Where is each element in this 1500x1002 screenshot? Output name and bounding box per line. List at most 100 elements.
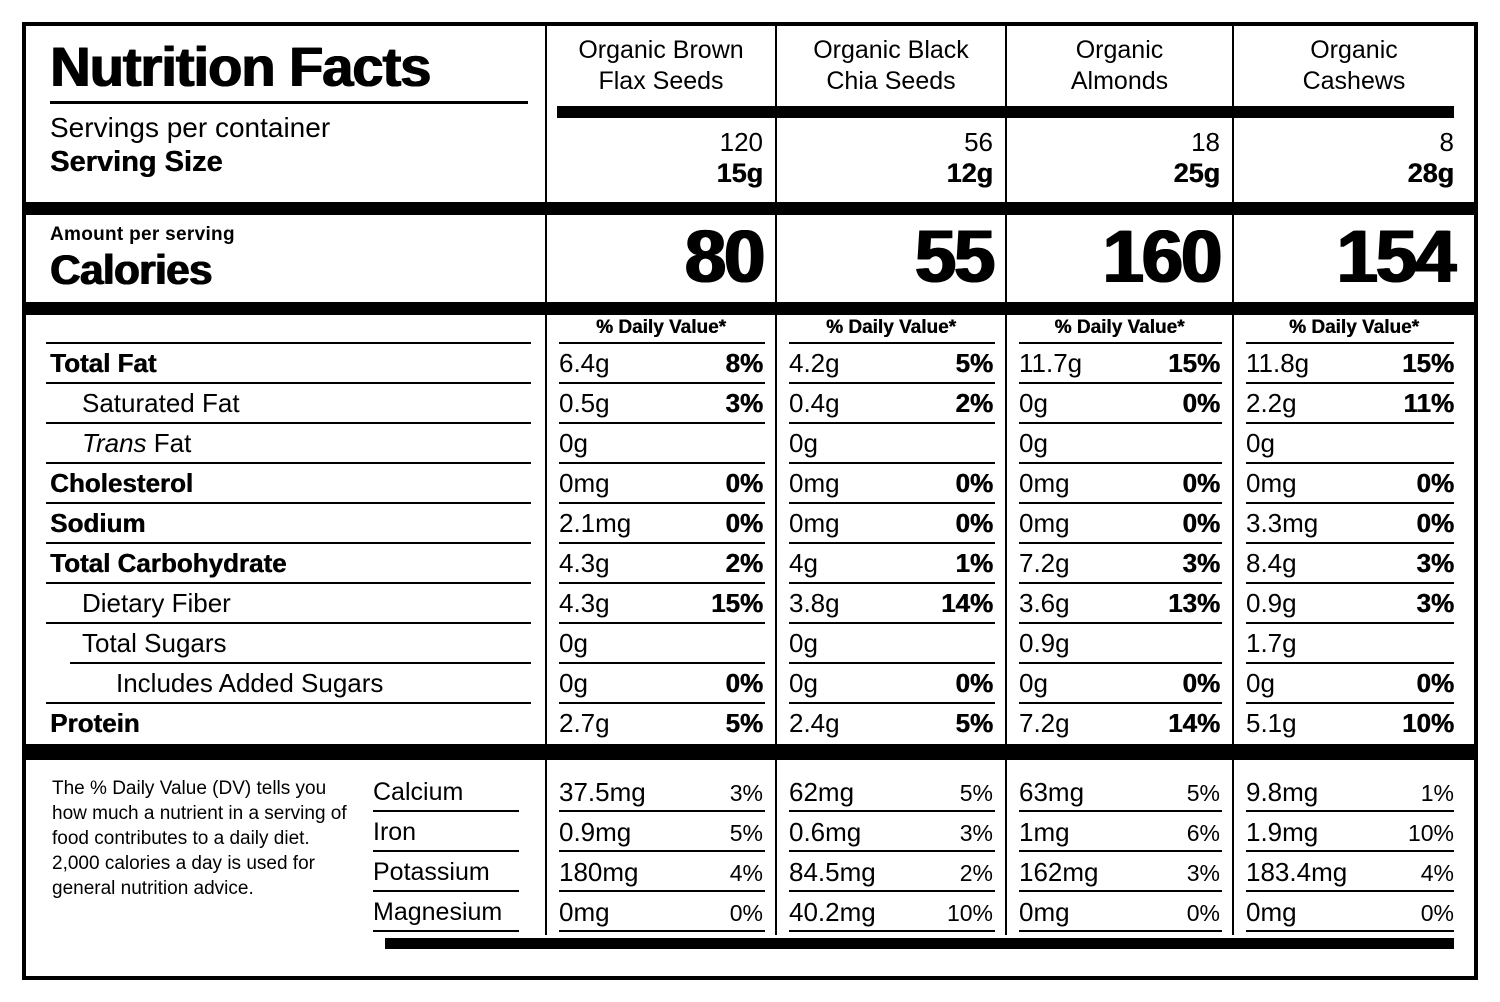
nutrient-value-total-fat-organic-brown-flax-seeds: 6.4g 8%	[545, 344, 775, 384]
nutrient-value-saturated-fat-organic-black-chia-seeds: 0.4g 2%	[775, 384, 1005, 424]
mineral-label-magnesium: Magnesium	[373, 894, 519, 934]
product-name-organic-cashews: Organic Cashews	[1234, 26, 1474, 106]
mineral-daily-value: 0%	[1186, 900, 1220, 926]
nutrient-amount: 0g	[1246, 428, 1275, 458]
mineral-value-calcium-organic-cashews: 9.8mg 1%	[1234, 774, 1474, 814]
nutrient-label-sodium: Sodium	[26, 504, 545, 544]
minerals-band: The % Daily Value (DV) tells you how muc…	[26, 760, 1474, 935]
minerals-left-cell: The % Daily Value (DV) tells you how muc…	[26, 760, 545, 935]
nutrient-daily-value: 0%	[1182, 468, 1220, 498]
serving-size-organic-almonds: 25g	[1173, 158, 1220, 188]
product-name-organic-black-chia-seeds: Organic Black Chia Seeds	[777, 26, 1005, 106]
nutrient-amount: 0mg	[789, 508, 840, 538]
nutrient-amount: 3.3mg	[1246, 508, 1319, 538]
nutrient-amount: 2.2g	[1246, 388, 1297, 418]
nutrient-value-dietary-fiber-organic-almonds: 3.6g 13%	[1005, 584, 1232, 624]
mineral-value-potassium-organic-brown-flax-seeds: 180mg 4%	[547, 854, 775, 894]
nutrient-amount: 2.7g	[559, 708, 610, 738]
nutrient-daily-value: 0%	[955, 508, 993, 538]
servings-count-organic-cashews: 8	[1439, 127, 1454, 157]
servings-count-organic-almonds: 18	[1191, 127, 1220, 157]
nutrient-daily-value: 15%	[1167, 348, 1220, 378]
serving-size-label: Serving Size	[50, 146, 223, 178]
nutrient-row-saturated-fat: Saturated Fat 0.5g 3% 0.4g 2% 0g 0% 2.2g 11%	[26, 384, 1474, 424]
product-header-bar	[1007, 106, 1232, 118]
nutrient-amount: 0g	[789, 628, 818, 658]
mineral-column-organic-brown-flax-seeds: 37.5mg 3% 0.9mg 5% 180mg 4% 0mg 0%	[545, 760, 775, 935]
nutrient-daily-value: 3%	[725, 388, 763, 418]
nutrient-value-protein-organic-cashews: 5.1g 10%	[1232, 704, 1474, 744]
nutrient-amount: 0mg	[789, 468, 840, 498]
bottom-bar	[385, 938, 1454, 949]
nutrient-value-total-fat-organic-black-chia-seeds: 4.2g 5%	[775, 344, 1005, 384]
nutrient-row-trans-fat: Trans Fat 0g 0g 0g 0g	[26, 424, 1474, 464]
nutrient-value-saturated-fat-organic-almonds: 0g 0%	[1005, 384, 1232, 424]
nutrient-daily-value: 0%	[1182, 508, 1220, 538]
nutrient-value-cholesterol-organic-black-chia-seeds: 0mg 0%	[775, 464, 1005, 504]
mineral-column-organic-almonds: 63mg 5% 1mg 6% 162mg 3% 0mg 0%	[1005, 760, 1232, 935]
nutrient-amount: 4.3g	[559, 548, 610, 578]
serving-size-organic-cashews: 28g	[1407, 158, 1454, 188]
servings-count-organic-black-chia-seeds: 56	[964, 127, 993, 157]
nutrition-facts-title: Nutrition Facts	[50, 35, 431, 98]
mineral-value-calcium-organic-brown-flax-seeds: 37.5mg 3%	[547, 774, 775, 814]
title-underline	[50, 101, 528, 104]
mineral-daily-value: 5%	[959, 780, 993, 806]
mineral-amount: 62mg	[789, 777, 855, 807]
nutrient-row-includes-added-sugars: Includes Added Sugars 0g 0% 0g 0% 0g 0% 0g 0%	[26, 664, 1474, 704]
nutrient-value-total-sugars-organic-black-chia-seeds: 0g	[775, 624, 1005, 664]
nutrient-daily-value: 0%	[955, 668, 993, 698]
nutrient-label-cholesterol: Cholesterol	[26, 464, 545, 504]
nutrient-value-dietary-fiber-organic-cashews: 0.9g 3%	[1232, 584, 1474, 624]
product-header-organic-black-chia-seeds: Organic Black Chia Seeds 56 12g	[775, 26, 1005, 202]
nutrient-label-total-fat: Total Fat	[26, 344, 545, 384]
product-name-organic-brown-flax-seeds: Organic Brown Flax Seeds	[547, 26, 775, 106]
nutrient-row-protein: Protein 2.7g 5% 2.4g 5% 7.2g 14% 5.1g 10%	[26, 704, 1474, 744]
mineral-value-magnesium-organic-brown-flax-seeds: 0mg 0%	[547, 894, 775, 934]
product-header-organic-cashews: Organic Cashews 8 28g	[1232, 26, 1474, 202]
nutrient-amount: 1.7g	[1246, 628, 1297, 658]
product-header-organic-brown-flax-seeds: Organic Brown Flax Seeds 120 15g	[545, 26, 775, 202]
servings-count-organic-brown-flax-seeds: 120	[719, 127, 763, 157]
nutrient-amount: 6.4g	[559, 348, 610, 378]
nutrient-daily-value: 5%	[955, 348, 993, 378]
mineral-daily-value: 1%	[1420, 780, 1454, 806]
nutrient-amount: 0mg	[1246, 468, 1297, 498]
nutrient-value-cholesterol-organic-cashews: 0mg 0%	[1232, 464, 1474, 504]
nutrient-amount: 0mg	[1019, 468, 1070, 498]
mineral-daily-value: 0%	[729, 900, 763, 926]
product-name-line: Chia Seeds	[826, 67, 956, 95]
mineral-amount: 84.5mg	[789, 857, 876, 887]
mineral-amount: 0mg	[1246, 897, 1297, 927]
header-band: Nutrition Facts Servings per container S…	[26, 26, 1474, 202]
nutrient-value-sodium-organic-brown-flax-seeds: 2.1mg 0%	[545, 504, 775, 544]
calories-value-organic-black-chia-seeds: 55	[775, 215, 1005, 302]
nutrient-daily-value: 10%	[1401, 708, 1454, 738]
serving-size-organic-brown-flax-seeds: 15g	[716, 158, 763, 188]
nutrient-label-dietary-fiber: Dietary Fiber	[26, 584, 545, 624]
nutrient-row-dietary-fiber: Dietary Fiber 4.3g 15% 3.8g 14% 3.6g 13% 0.9g 3%	[26, 584, 1474, 624]
nutrient-value-sodium-organic-cashews: 3.3mg 0%	[1232, 504, 1474, 544]
mineral-value-iron-organic-black-chia-seeds: 0.6mg 3%	[777, 814, 1005, 854]
product-header-bar	[557, 106, 775, 118]
mineral-value-calcium-organic-almonds: 63mg 5%	[1007, 774, 1232, 814]
nutrient-daily-value: 15%	[1401, 348, 1454, 378]
nutrient-label-trans-fat: Trans Fat	[26, 424, 545, 464]
nutrient-amount: 0.9g	[1246, 588, 1297, 618]
product-header-bar	[1234, 106, 1454, 118]
nutrient-value-trans-fat-organic-almonds: 0g	[1005, 424, 1232, 464]
nutrient-value-includes-added-sugars-organic-almonds: 0g 0%	[1005, 664, 1232, 704]
calories-value-organic-almonds: 160	[1005, 215, 1232, 302]
nutrient-daily-value: 0%	[725, 508, 763, 538]
nutrient-amount: 0g	[1246, 668, 1275, 698]
nutrient-label-includes-added-sugars: Includes Added Sugars	[26, 664, 545, 704]
daily-value-header: % Daily Value*	[775, 315, 1005, 344]
nutrient-daily-value: 2%	[955, 388, 993, 418]
mineral-daily-value: 10%	[1407, 820, 1454, 846]
nutrient-value-trans-fat-organic-cashews: 0g	[1232, 424, 1474, 464]
nutrient-value-total-sugars-organic-cashews: 1.7g	[1232, 624, 1474, 664]
product-name-line: Organic Black	[813, 36, 969, 64]
mineral-amount: 183.4mg	[1246, 857, 1348, 887]
nutrient-value-includes-added-sugars-organic-brown-flax-seeds: 0g 0%	[545, 664, 775, 704]
nutrient-row-cholesterol: Cholesterol 0mg 0% 0mg 0% 0mg 0% 0mg 0%	[26, 464, 1474, 504]
